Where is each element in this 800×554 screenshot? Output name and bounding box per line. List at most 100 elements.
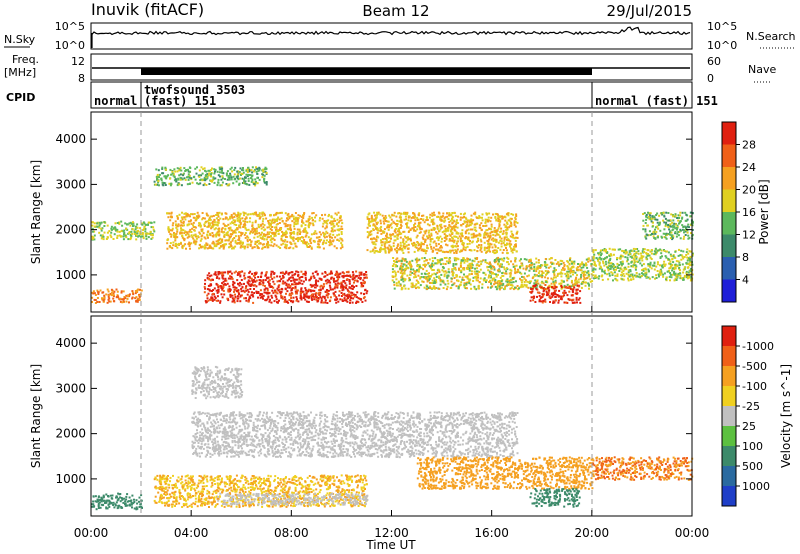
data-cell <box>301 219 304 222</box>
data-cell <box>169 242 172 245</box>
data-cell <box>407 219 410 222</box>
data-cell <box>448 223 451 226</box>
data-cell <box>191 181 194 184</box>
data-cell <box>548 258 551 261</box>
data-cell <box>326 222 329 225</box>
data-cell <box>520 272 523 275</box>
data-cell <box>424 230 427 233</box>
data-cell <box>360 285 363 288</box>
data-cell <box>284 243 287 246</box>
data-cell <box>304 227 307 230</box>
data-cell <box>392 220 395 223</box>
data-cell <box>334 285 337 288</box>
data-cell <box>263 238 266 241</box>
data-cell <box>494 230 497 233</box>
data-cell <box>375 214 378 217</box>
data-cell <box>198 224 201 227</box>
data-cell <box>311 212 314 215</box>
data-cell <box>232 219 235 222</box>
data-cell <box>572 273 574 276</box>
data-cell <box>401 247 404 250</box>
data-cell <box>96 300 99 303</box>
data-cell <box>541 301 544 304</box>
data-cell <box>287 215 290 218</box>
data-cell <box>616 258 618 261</box>
data-cell <box>110 225 113 228</box>
data-cell <box>302 217 305 219</box>
data-cell <box>497 227 500 230</box>
data-cell <box>548 296 551 299</box>
data-cell <box>409 220 412 223</box>
data-cell <box>303 213 305 216</box>
data-cell <box>566 276 569 278</box>
data-cell <box>546 292 549 295</box>
data-cell <box>324 233 327 236</box>
data-cell <box>409 237 412 240</box>
data-cell <box>211 179 214 182</box>
data-cell <box>364 299 367 302</box>
data-cell <box>107 298 110 301</box>
data-cell <box>448 212 451 215</box>
data-cell <box>181 211 183 214</box>
data-cell <box>405 267 408 270</box>
data-cell <box>487 286 489 289</box>
data-cell <box>575 298 578 301</box>
data-cell <box>266 292 269 295</box>
data-cell <box>490 243 493 246</box>
data-cell <box>493 260 496 263</box>
data-cell <box>324 299 327 302</box>
data-cell <box>438 275 441 278</box>
data-cell <box>303 294 306 297</box>
data-cell <box>542 290 545 293</box>
data-cell <box>103 231 106 234</box>
data-cell <box>252 295 255 298</box>
data-cell <box>187 168 189 171</box>
data-cell <box>376 213 379 215</box>
data-cell <box>258 232 261 235</box>
data-cell <box>435 275 438 278</box>
data-cell <box>289 215 292 218</box>
data-cell <box>533 295 536 298</box>
data-cell <box>570 285 573 288</box>
data-cell <box>377 250 380 253</box>
data-cell <box>291 274 294 277</box>
data-cell <box>524 279 527 282</box>
data-cell <box>483 249 486 252</box>
data-cell <box>488 262 491 265</box>
data-cell <box>266 236 269 239</box>
data-cell <box>258 234 261 237</box>
data-cell <box>448 257 451 260</box>
data-cell <box>476 222 479 225</box>
data-cell <box>576 268 579 271</box>
data-cell <box>482 271 485 274</box>
data-cell <box>234 288 237 291</box>
data-cell <box>330 227 333 230</box>
data-cell <box>256 168 259 170</box>
data-cell <box>494 279 497 281</box>
data-cell <box>315 283 317 286</box>
data-cell <box>410 285 413 288</box>
data-cell <box>264 235 267 238</box>
data-cell <box>204 287 207 290</box>
data-cell <box>125 227 128 230</box>
data-cell <box>384 251 387 254</box>
data-cell <box>390 222 393 225</box>
data-cell <box>466 221 469 224</box>
data-cell <box>505 249 508 252</box>
data-cell <box>224 178 226 180</box>
data-cell <box>176 216 179 219</box>
data-cell <box>240 231 242 234</box>
data-cell <box>425 259 428 262</box>
data-cell <box>256 244 259 247</box>
data-cell <box>436 262 439 265</box>
data-cell <box>312 219 314 222</box>
data-cell <box>179 224 182 227</box>
data-cell <box>328 284 331 287</box>
data-cell <box>403 230 406 233</box>
data-cell <box>512 213 515 216</box>
data-cell <box>216 221 219 224</box>
data-cell <box>209 218 212 221</box>
data-cell <box>580 282 583 285</box>
data-cell <box>435 279 437 282</box>
data-cell <box>229 270 232 273</box>
